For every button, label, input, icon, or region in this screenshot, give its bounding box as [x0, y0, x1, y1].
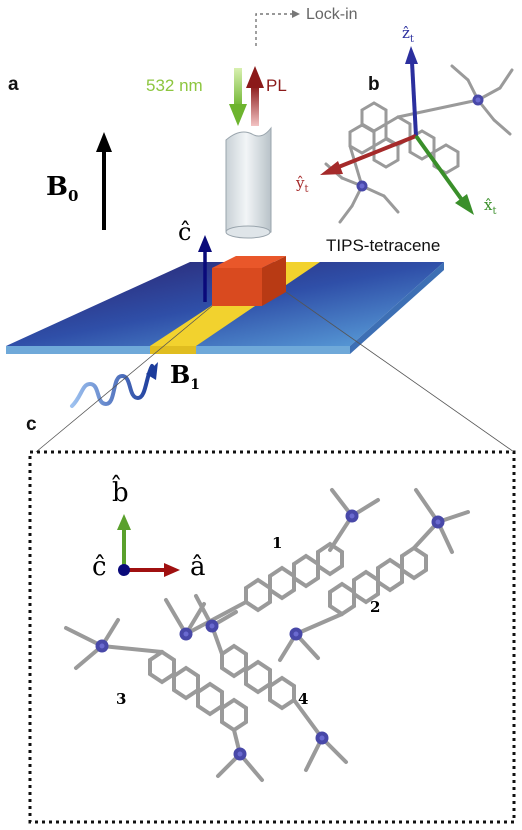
a-hat-label: â	[190, 552, 206, 582]
lockin-label: Lock-in	[306, 6, 358, 23]
b0-arrow	[96, 132, 112, 230]
c-hat-label: ĉ	[92, 552, 107, 582]
c-axis-arrow	[198, 235, 212, 302]
inset-frame	[28, 450, 516, 824]
b-hat-label: b̂	[112, 478, 129, 508]
excitation-arrow	[229, 68, 247, 126]
molecule-label-4: 4	[298, 690, 309, 708]
panel-label-a: a	[8, 74, 19, 95]
panel-label-b: b	[368, 74, 380, 95]
x-axis-label: x̂t	[484, 196, 497, 217]
crystal-axes	[117, 514, 180, 577]
crystal-sample	[212, 256, 286, 306]
zoom-lines	[35, 291, 515, 453]
b1-label: B1	[170, 360, 201, 393]
lockin-connector	[255, 10, 300, 46]
y-axis-label: ŷt	[296, 174, 309, 195]
emission-arrow	[246, 66, 264, 126]
tips-tetracene-molecule	[324, 64, 514, 224]
emission-label: PL	[266, 76, 287, 95]
molecule-label-1: 1	[272, 534, 283, 552]
objective-lens	[225, 126, 272, 239]
panel-label-c: c	[26, 414, 37, 435]
crystal-packing	[64, 488, 470, 782]
molecule-axes	[320, 46, 474, 215]
excitation-label: 532 nm	[146, 76, 203, 95]
molecule-label-2: 2	[370, 598, 381, 616]
molecule-label-3: 3	[116, 690, 127, 708]
b0-label: B0	[46, 172, 79, 206]
b1-microwave	[70, 362, 158, 408]
molecule-name: TIPS-tetracene	[326, 236, 441, 255]
z-axis-label: ẑt	[402, 24, 414, 45]
c-axis-label: ĉ	[178, 218, 192, 246]
